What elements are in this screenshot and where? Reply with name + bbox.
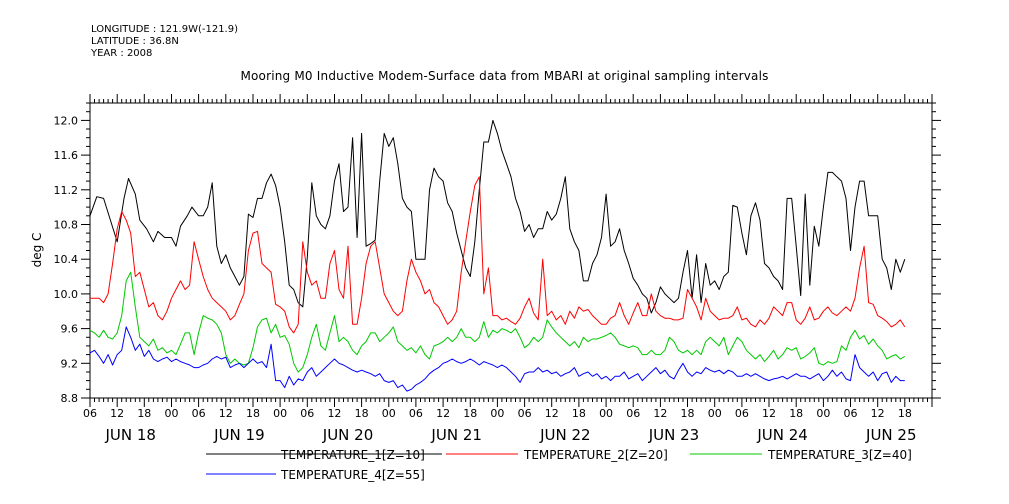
- x-tick-label: 06: [192, 407, 206, 420]
- x-tick-label: 06: [626, 407, 640, 420]
- chart-title: Mooring M0 Inductive Modem-Surface data …: [240, 69, 769, 83]
- x-day-label: JUN 18: [104, 426, 155, 444]
- x-tick-label: 06: [518, 407, 532, 420]
- x-tick-label: 18: [463, 407, 477, 420]
- y-tick-label: 9.6: [61, 323, 79, 336]
- y-tick-label: 9.2: [61, 357, 79, 370]
- series-line-2: [90, 176, 906, 334]
- x-tick-label: 00: [490, 407, 504, 420]
- y-tick-label: 12.0: [54, 114, 79, 127]
- y-tick-label: 10.4: [54, 253, 79, 266]
- x-tick-label: 06: [844, 407, 858, 420]
- x-tick-label: 12: [653, 407, 667, 420]
- x-tick-label: 12: [219, 407, 233, 420]
- x-tick-label: 18: [572, 407, 586, 420]
- x-day-label: JUN 25: [865, 426, 916, 444]
- x-tick-label: 06: [735, 407, 749, 420]
- y-tick-label: 10.8: [54, 218, 79, 231]
- x-tick-label: 12: [327, 407, 341, 420]
- x-tick-label: 00: [599, 407, 613, 420]
- x-day-label: JUN 22: [539, 426, 590, 444]
- x-tick-label: 18: [137, 407, 151, 420]
- x-tick-label: 18: [246, 407, 260, 420]
- x-tick-label: 12: [545, 407, 559, 420]
- y-axis-label: deg C: [30, 233, 44, 268]
- series-line-4: [89, 326, 905, 392]
- x-tick-label: 12: [762, 407, 776, 420]
- legend-label-3: TEMPERATURE_3[Z=40]: [767, 448, 912, 462]
- x-tick-label: 18: [681, 407, 695, 420]
- x-tick-label: 00: [164, 407, 178, 420]
- latitude-label: LATITUDE : 36.8N: [91, 36, 179, 47]
- x-tick-label: 12: [436, 407, 450, 420]
- x-day-label: JUN 23: [648, 426, 699, 444]
- x-tick-label: 06: [300, 407, 314, 420]
- x-day-label: JUN 24: [756, 426, 807, 444]
- x-tick-label: 00: [708, 407, 722, 420]
- legend-label-4: TEMPERATURE_4[Z=55]: [280, 468, 425, 482]
- x-tick-label: 12: [110, 407, 124, 420]
- x-tick-label: 00: [382, 407, 396, 420]
- x-day-label: JUN 19: [213, 426, 264, 444]
- series-line-1: [89, 119, 906, 314]
- plot-frame: [89, 102, 933, 399]
- x-tick-label: 18: [789, 407, 803, 420]
- x-tick-label: 18: [898, 407, 912, 420]
- y-tick-label: 11.2: [54, 184, 79, 197]
- x-tick-label: 12: [871, 407, 885, 420]
- x-tick-label: 06: [409, 407, 423, 420]
- x-tick-label: 00: [816, 407, 830, 420]
- series-line-3: [89, 271, 906, 373]
- x-day-label: JUN 20: [322, 426, 373, 444]
- year-label: YEAR : 2008: [91, 48, 153, 59]
- x-tick-label: 18: [355, 407, 369, 420]
- legend-label-2: TEMPERATURE_2[Z=20]: [523, 448, 668, 462]
- x-day-label: JUN 21: [430, 426, 481, 444]
- y-tick-label: 8.8: [61, 392, 79, 405]
- y-tick-label: 10.0: [54, 288, 79, 301]
- x-tick-label: 06: [83, 407, 97, 420]
- legend-label-1: TEMPERATURE_1[Z=10]: [280, 448, 425, 462]
- x-tick-label: 00: [273, 407, 287, 420]
- longitude-label: LONGITUDE : 121.9W(-121.9): [91, 24, 238, 35]
- y-tick-label: 11.6: [54, 149, 79, 162]
